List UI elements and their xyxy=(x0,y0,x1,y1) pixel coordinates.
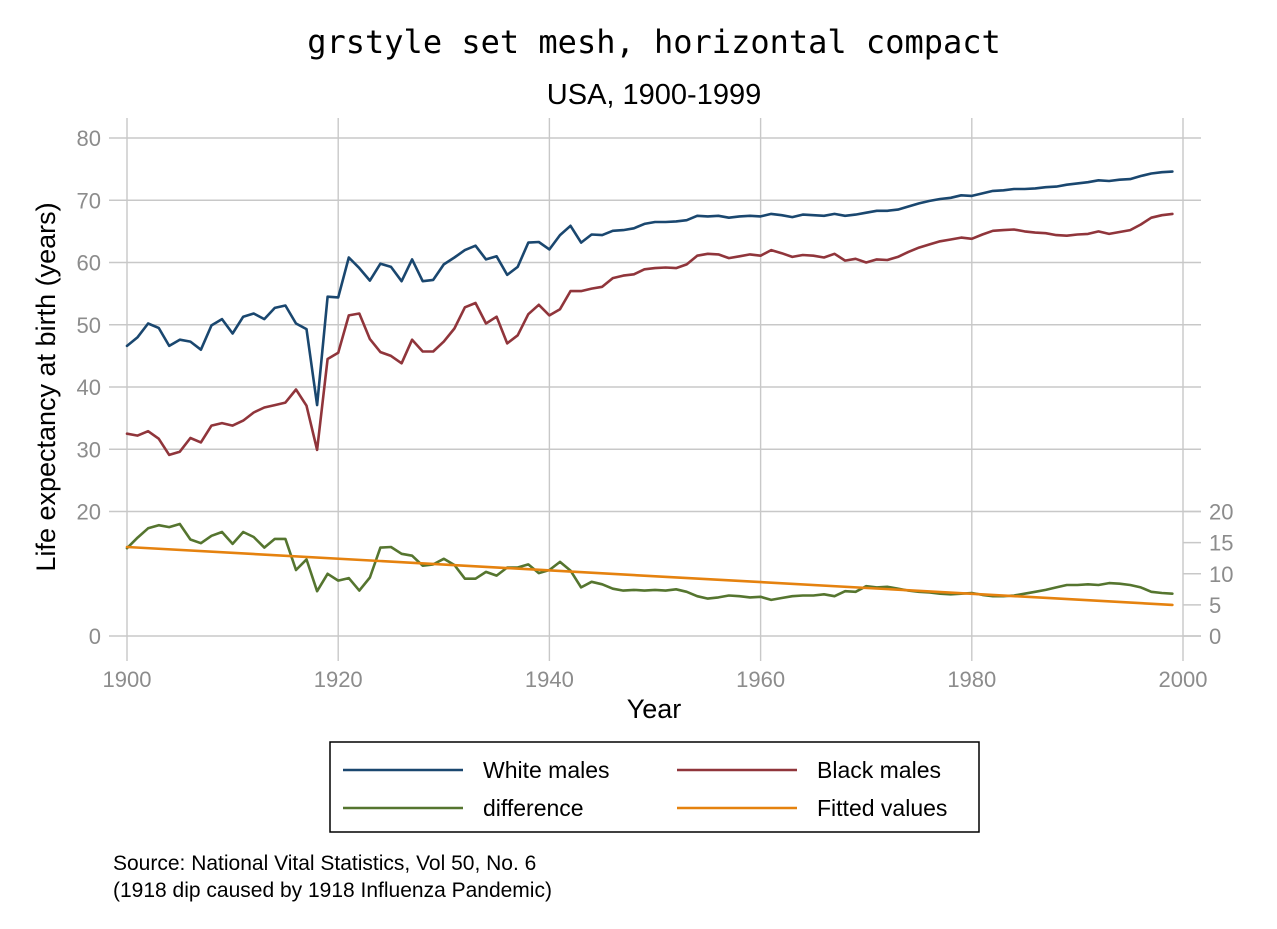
x-tick-label-1940: 1940 xyxy=(525,667,574,692)
legend-label-fitted-values: Fitted values xyxy=(817,795,947,821)
x-tick-label-1900: 1900 xyxy=(103,667,152,692)
x-axis-title: Year xyxy=(627,694,682,724)
series-line-fitted-values xyxy=(125,545,1174,607)
y2-tick-label-15: 15 xyxy=(1209,531,1233,556)
y-axis-title: Life expectancy at birth (years) xyxy=(31,202,61,571)
grid-lines xyxy=(126,118,1201,653)
y2-tick-label-0: 0 xyxy=(1209,624,1221,649)
legend: White males Black males difference Fitte… xyxy=(329,741,980,833)
y2-tick-label-20: 20 xyxy=(1209,500,1233,525)
y-tick-label-30: 30 xyxy=(77,437,101,462)
chart-title: grstyle set mesh, horizontal compact xyxy=(307,23,1001,61)
x-tick-label-1980: 1980 xyxy=(947,667,996,692)
y-tick-label-20: 20 xyxy=(77,500,101,525)
x-tick-label-1960: 1960 xyxy=(736,667,785,692)
y2-tick-label-5: 5 xyxy=(1209,593,1221,618)
y-tick-label-80: 80 xyxy=(77,126,101,151)
series-line-black-males xyxy=(125,212,1174,457)
legend-label-black-males: Black males xyxy=(817,757,941,783)
series-line-difference xyxy=(125,522,1174,602)
x-tick-label-1920: 1920 xyxy=(314,667,363,692)
source-note-line-1: Source: National Vital Statistics, Vol 5… xyxy=(113,852,536,875)
y-tick-label-40: 40 xyxy=(77,375,101,400)
legend-label-difference: difference xyxy=(483,795,584,821)
y-tick-label-60: 60 xyxy=(77,251,101,276)
x-tick-label-2000: 2000 xyxy=(1159,667,1208,692)
plot-series xyxy=(125,170,1174,607)
y-tick-label-70: 70 xyxy=(77,188,101,213)
chart-subtitle: USA, 1900-1999 xyxy=(547,79,761,111)
y-tick-label-0: 0 xyxy=(89,624,101,649)
axes: 1900 1920 1940 1960 1980 20000203040506070800… xyxy=(77,126,1234,692)
series-line-white-males xyxy=(125,170,1174,407)
y-tick-label-50: 50 xyxy=(77,313,101,338)
legend-box xyxy=(329,741,980,833)
y2-tick-label-10: 10 xyxy=(1209,562,1233,587)
source-note-line-2: (1918 dip caused by 1918 Influenza Pande… xyxy=(113,879,552,902)
legend-label-white-males: White males xyxy=(483,757,610,783)
